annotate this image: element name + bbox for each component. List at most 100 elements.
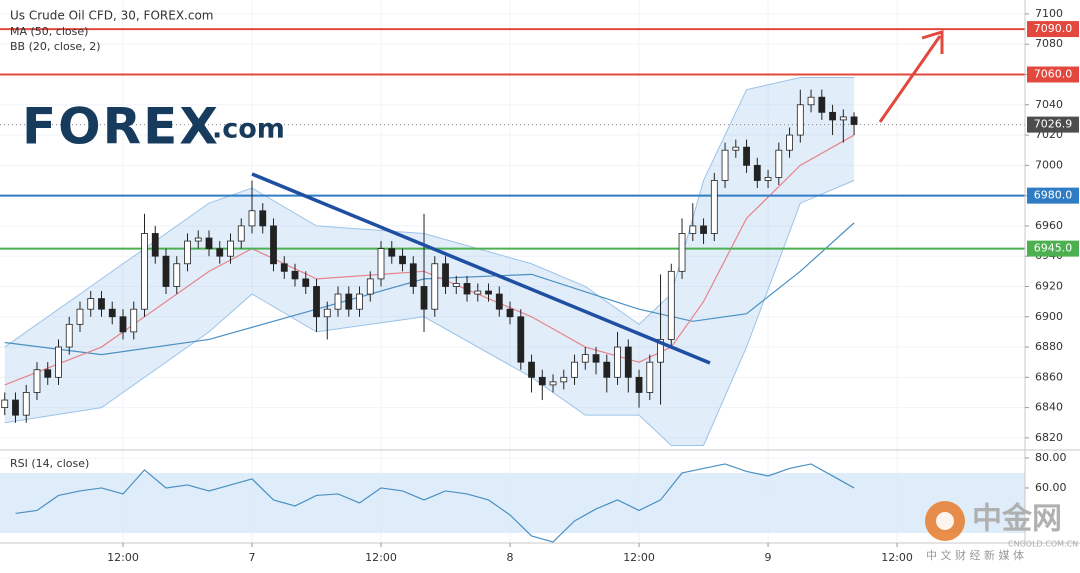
x-tick-label: 7 — [249, 551, 256, 564]
y-tick-label: 6820 — [1035, 431, 1063, 444]
candle-body — [12, 399, 19, 416]
candle-body — [506, 308, 514, 318]
level-label: 6945.0 — [1034, 242, 1073, 255]
candle-body — [786, 134, 793, 151]
y-tick-label: 7080 — [1035, 37, 1063, 50]
candle-body — [366, 278, 374, 295]
level-label: 6980.0 — [1034, 189, 1073, 202]
candle-body — [517, 316, 525, 363]
last-price-box — [1027, 116, 1079, 133]
candle-body — [356, 293, 363, 310]
candle-body — [108, 308, 116, 318]
candle-body — [409, 263, 417, 287]
watermark-icon-inner — [936, 512, 954, 530]
candle-body — [184, 240, 191, 265]
candle-body — [721, 149, 729, 181]
level-label: 7090.0 — [1034, 22, 1073, 35]
candle-body — [76, 308, 84, 325]
candle-body — [743, 146, 750, 166]
candle-body — [151, 233, 159, 257]
candle-body — [291, 270, 299, 280]
trend-line — [251, 172, 711, 365]
y-tick-label: 6860 — [1035, 370, 1063, 383]
candle-body — [205, 237, 213, 250]
legend-ma: MA (50, close) — [10, 25, 88, 38]
candle-body — [270, 225, 277, 265]
candle-body — [818, 96, 826, 113]
candle-body — [227, 240, 234, 257]
candle-body — [44, 369, 52, 378]
rsi-tick-label: 60.00 — [1035, 481, 1067, 494]
y-tick-label: 7100 — [1035, 7, 1063, 20]
candle-body — [141, 233, 148, 310]
candle-body — [839, 116, 847, 121]
overlay-line — [4, 134, 855, 386]
level-label: 7060.0 — [1034, 67, 1073, 80]
candle-body — [431, 263, 439, 310]
overlay-line — [4, 222, 855, 356]
bb-band — [4, 77, 855, 446]
candle-body — [98, 298, 105, 310]
rsi-band — [0, 472, 1025, 533]
candle-body — [775, 149, 783, 178]
candle-body — [313, 286, 320, 318]
candle-body — [33, 369, 41, 393]
candle-body — [710, 180, 718, 234]
candle-body — [700, 225, 707, 234]
arrow-shaft — [878, 35, 942, 123]
candle-body — [528, 361, 535, 378]
candle-body — [259, 210, 267, 227]
y-tick-label: 6960 — [1035, 219, 1063, 232]
candle-body — [764, 177, 772, 181]
candle-body — [334, 293, 342, 310]
candle-body — [538, 376, 546, 386]
rsi-line — [15, 463, 855, 543]
watermark-name: 中金网 — [972, 502, 1062, 537]
candle-body — [646, 361, 654, 393]
rsi-tick-label: 80.00 — [1035, 451, 1067, 464]
candle-body — [65, 323, 73, 348]
candle-body — [807, 96, 815, 106]
candle-body — [442, 263, 449, 287]
watermark-tagline: 中 文 财 经 新 媒 体 — [926, 548, 1024, 562]
axes: 12:00 7 12:00 8 12:00 9 12:00 6820 6840 6860 6880 6… — [107, 7, 1079, 564]
candle-body — [667, 270, 675, 340]
level-label-box — [1027, 21, 1079, 38]
y-tick-label: 6880 — [1035, 340, 1063, 353]
x-tick-label: 12:00 — [881, 551, 913, 564]
level-label-box — [1027, 187, 1079, 204]
legend-rsi: RSI (14, close) — [10, 457, 89, 470]
y-tick-label: 6840 — [1035, 401, 1063, 414]
x-tick-label: 9 — [765, 551, 772, 564]
watermark-url: CNGOLD.COM.CN — [1008, 540, 1078, 549]
y-tick-label: 7000 — [1035, 158, 1063, 171]
candle-body — [614, 346, 621, 378]
candle-body — [678, 233, 686, 272]
candle-body — [603, 361, 611, 378]
candle-body — [624, 346, 632, 378]
candle-body — [87, 298, 95, 310]
candle-body — [571, 361, 578, 378]
arrow-head — [921, 29, 944, 54]
candle-body — [753, 164, 761, 181]
last-price-label: 7026.9 — [1034, 118, 1073, 131]
candle-body — [162, 255, 170, 287]
x-tick-label: 12:00 — [107, 551, 139, 564]
candle-body — [280, 263, 288, 272]
level-label-box — [1027, 66, 1079, 83]
candle-body — [248, 210, 256, 227]
candle-body — [237, 225, 245, 242]
y-tick-label: 7040 — [1035, 98, 1063, 111]
x-tick-label: 12:00 — [365, 551, 397, 564]
candle-body — [560, 376, 568, 383]
candle-body — [463, 283, 471, 295]
candle-body — [549, 381, 557, 386]
candle-body — [850, 116, 858, 125]
legend-bb: BB (20, close, 2) — [10, 40, 101, 53]
logo-suffix: .com — [212, 114, 285, 145]
candle-body — [495, 293, 503, 310]
bb-upper — [4, 77, 855, 348]
candle-body — [388, 248, 396, 257]
candle-body — [173, 263, 181, 287]
